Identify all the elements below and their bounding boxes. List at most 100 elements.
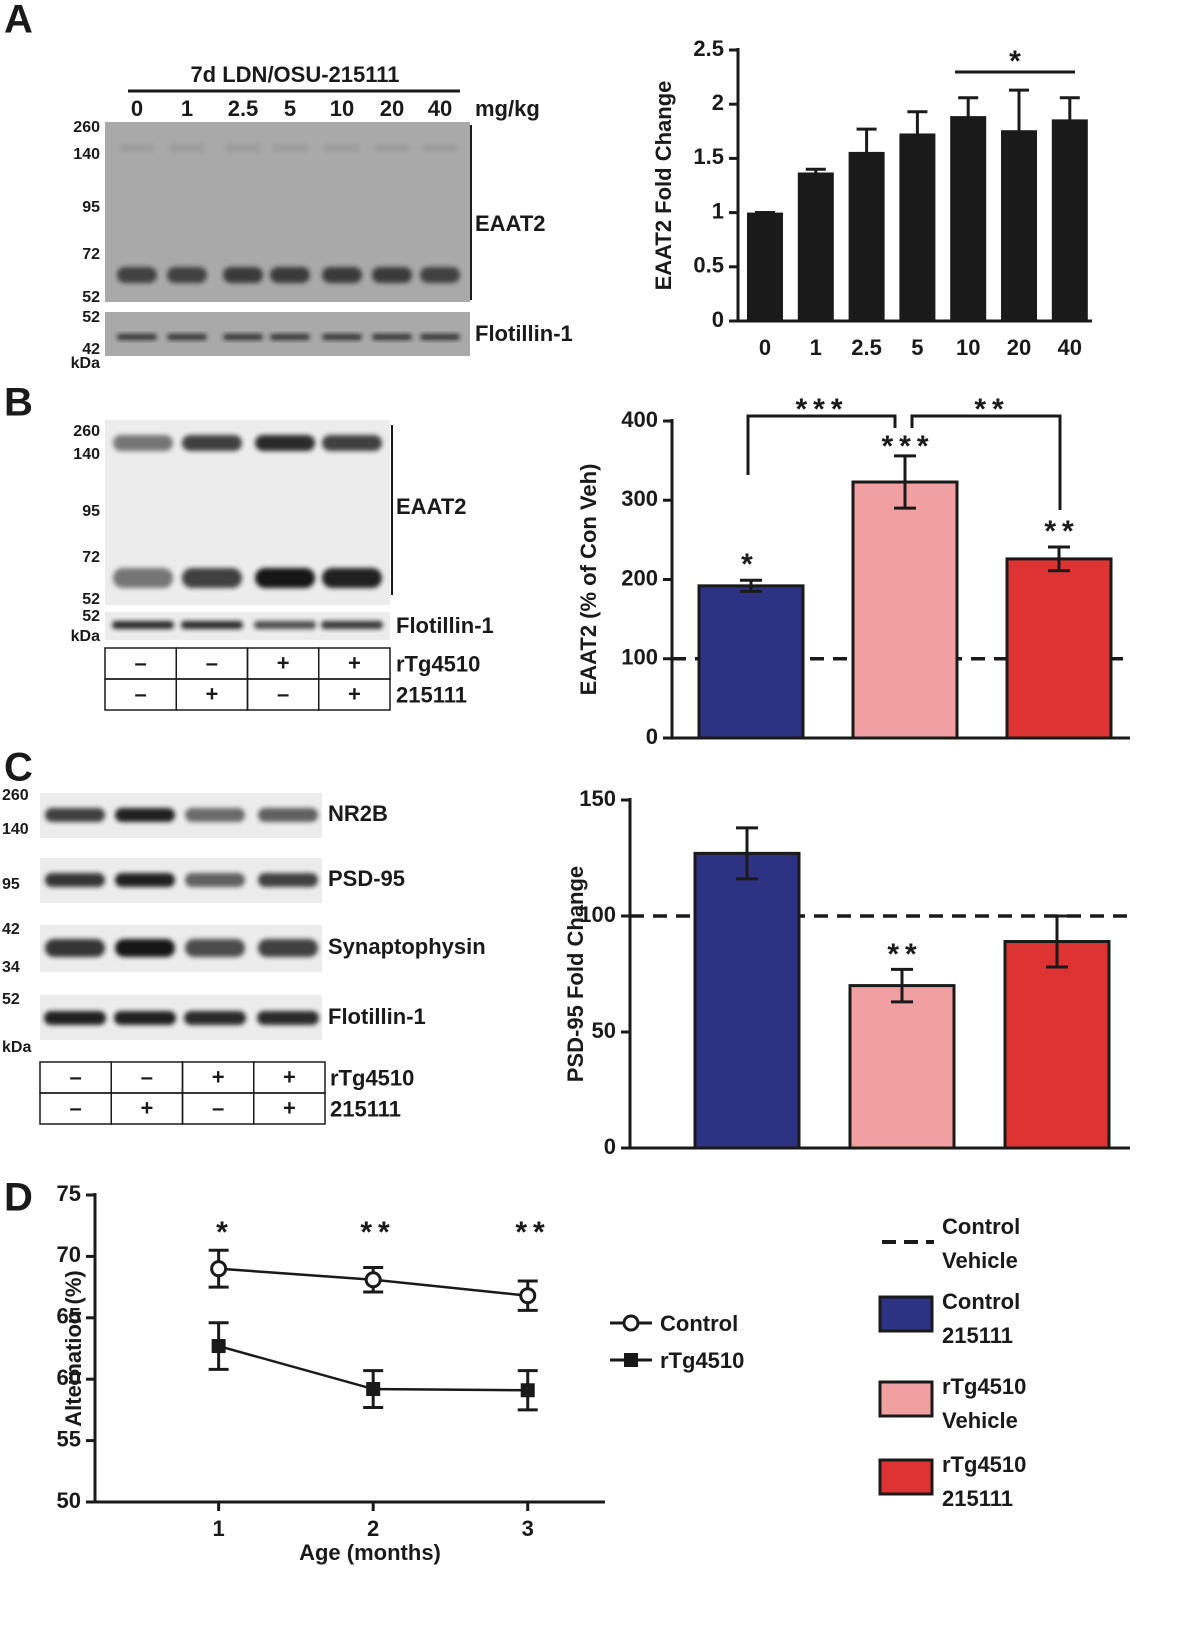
blot-band <box>322 334 362 340</box>
marker-label: 140 <box>73 446 100 463</box>
marker-label: 72 <box>82 246 100 263</box>
bar <box>797 172 834 321</box>
band-label: NR2B <box>328 801 388 826</box>
lane-label: 10 <box>330 96 354 121</box>
blot-band <box>167 334 207 340</box>
lane-label: 20 <box>380 96 404 121</box>
y-tick-label: 400 <box>621 407 658 432</box>
kda-label: kDa <box>2 1039 31 1056</box>
table-row-label: rTg4510 <box>330 1065 414 1090</box>
y-tick-label: 1.5 <box>693 144 724 169</box>
blot-band <box>420 267 460 283</box>
table-cell-text: + <box>348 650 361 675</box>
y-tick-label: 75 <box>57 1181 81 1206</box>
marker-label: 42 <box>2 921 20 938</box>
legend-label: rTg4510 <box>942 1374 1026 1399</box>
data-point <box>520 1383 535 1398</box>
y-tick-label: 2 <box>712 90 724 115</box>
marker-label: 52 <box>82 309 100 326</box>
blot-band <box>115 939 175 957</box>
blot-band <box>115 873 175 887</box>
marker-label: 95 <box>82 199 100 216</box>
lane-label: 40 <box>428 96 452 121</box>
table-row-label: 215111 <box>330 1096 401 1121</box>
blot-band <box>374 144 410 152</box>
bar <box>848 984 956 1150</box>
legend-swatch <box>878 1458 934 1496</box>
panel-label: C <box>4 746 33 790</box>
significance-marker: *** <box>795 393 848 426</box>
bar <box>851 480 959 740</box>
significance-marker: ** <box>515 1216 550 1249</box>
lane-label: 5 <box>284 96 296 121</box>
blot-band <box>223 334 263 340</box>
x-tick-label: 2 <box>367 1516 379 1541</box>
marker-label: 260 <box>73 119 100 136</box>
y-tick-label: 65 <box>57 1304 81 1329</box>
blot-band <box>185 808 245 822</box>
marker-label: 260 <box>73 423 100 440</box>
blot-band <box>185 873 245 887</box>
significance-bracket <box>910 414 1062 510</box>
table-cell-text: – <box>212 1095 224 1120</box>
data-point <box>211 1339 226 1354</box>
blot-band <box>167 267 207 283</box>
bar <box>1005 557 1113 740</box>
panel-label: B <box>4 381 33 425</box>
y-tick-label: 100 <box>579 902 616 927</box>
table-cell-text: – <box>135 681 147 706</box>
data-point <box>366 1382 381 1397</box>
legend-label: 215111 <box>942 1486 1013 1511</box>
bar <box>1051 119 1088 321</box>
x-tick-label: 10 <box>956 335 980 360</box>
table-cell-text: + <box>140 1095 153 1120</box>
blot-band <box>182 568 242 588</box>
bar <box>848 151 885 321</box>
legend-label: Vehicle <box>942 1408 1018 1433</box>
blot-band <box>321 621 383 629</box>
table-cell <box>318 678 391 711</box>
marker-label: 260 <box>2 787 29 804</box>
band-label: EAAT2 <box>475 211 546 236</box>
table-cell-text: + <box>277 650 290 675</box>
blot-band <box>257 1011 319 1025</box>
y-tick-label: 0 <box>604 1134 616 1159</box>
marker-label: 42 <box>82 341 100 358</box>
blot-band <box>45 873 105 887</box>
table-row-label: 215111 <box>396 682 467 707</box>
legend-label: Control <box>660 1311 738 1336</box>
y-tick-label: 50 <box>57 1488 81 1513</box>
y-axis-label: EAAT2 (% of Con Veh) <box>576 464 601 696</box>
data-point <box>210 1260 228 1278</box>
y-tick-label: 55 <box>57 1426 81 1451</box>
x-tick-label: 3 <box>522 1516 534 1541</box>
blot-band <box>258 808 318 822</box>
y-tick-label: 0 <box>646 724 658 749</box>
marker-label: 72 <box>82 549 100 566</box>
x-tick-label: 40 <box>1058 335 1082 360</box>
blot-band <box>372 267 412 283</box>
y-tick-label: 60 <box>57 1365 81 1390</box>
bar <box>693 851 801 1150</box>
blot-band <box>225 144 261 152</box>
x-tick-label: 5 <box>911 335 923 360</box>
y-tick-label: 150 <box>579 786 616 811</box>
y-axis-label: Alternation (%) <box>61 1270 86 1426</box>
blot-band <box>255 435 315 451</box>
table-cell-text: + <box>283 1095 296 1120</box>
legend-marker <box>622 1314 640 1332</box>
marker-label: 140 <box>73 146 100 163</box>
significance-marker: ** <box>360 1216 395 1249</box>
bar <box>1003 940 1111 1150</box>
y-axis-label: PSD-95 Fold Change <box>563 866 588 1082</box>
marker-label: 52 <box>82 591 100 608</box>
blot-band <box>372 334 412 340</box>
y-tick-label: 1 <box>712 198 724 223</box>
table-cell-text: – <box>206 650 218 675</box>
blot-band <box>272 144 308 152</box>
blot-band <box>114 1011 176 1025</box>
kda-label: kDa <box>71 628 100 645</box>
band-label: PSD-95 <box>328 866 405 891</box>
lane-label: 2.5 <box>228 96 259 121</box>
